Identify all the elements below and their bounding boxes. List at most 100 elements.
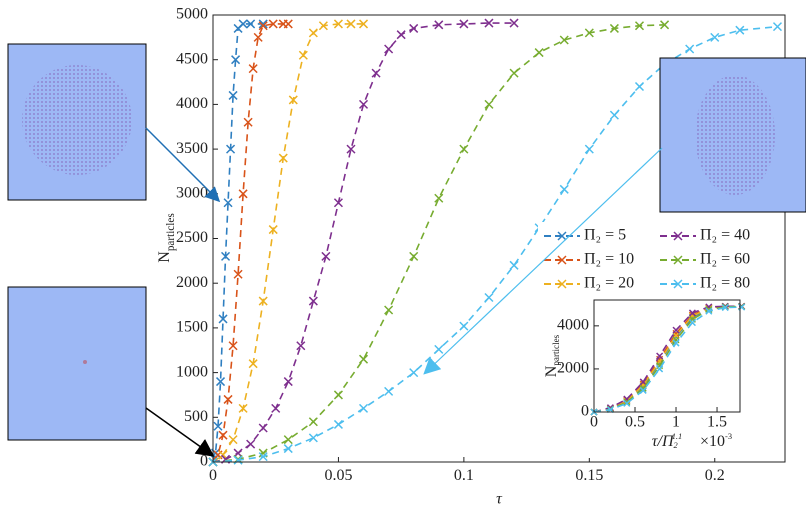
marker [268,19,278,29]
marker [253,32,263,42]
marker [283,435,293,445]
legend-box [538,222,768,298]
marker [459,321,469,331]
marker [634,21,645,31]
marker [308,28,318,38]
marker [248,359,258,369]
marker [258,423,268,433]
marker [296,341,306,351]
legend-entry: Π₂ = 40 [660,227,750,244]
marker [233,455,243,465]
marker [228,341,238,351]
marker [656,352,664,360]
marker [238,189,248,199]
x-tick-label: 0.1 [454,467,474,484]
legend-marker [673,231,683,241]
y-tick-label: 0 [581,403,589,420]
marker [434,193,444,203]
marker [672,339,680,347]
marker [371,68,381,78]
legend: Π₂ = 5 Π₂ = 10 Π₂ = 20 Π₂ = 40 Π₂ = 60 Π₂ = 8… [538,222,768,298]
marker [271,403,281,413]
inset-y-axis-label-sub: particles [551,334,561,365]
marker [584,28,594,38]
marker [672,326,680,334]
marker [710,32,720,42]
marker [213,421,223,431]
marker [609,23,619,33]
marker [688,319,696,327]
marker [459,19,469,29]
marker [283,377,293,387]
inset-x-axis-label-sub: 2 [674,441,678,450]
marker [358,19,369,29]
marker [639,386,647,394]
marker [688,309,696,317]
marker [584,144,594,154]
y-tick-label: 1500 [176,319,208,336]
marker [434,20,444,30]
x-tick-label: 1.5 [707,413,727,430]
marker [226,144,236,154]
inset-x-multiplier: ×10-3 [700,432,732,449]
marker [246,19,256,29]
marker [358,99,369,109]
marker [639,384,647,392]
marker [221,251,231,261]
marker [721,304,729,312]
legend-marker [673,255,683,265]
series-line [212,23,289,463]
marker [333,19,343,29]
marker [735,25,745,35]
inset-plot: 0 2000 4000 0 0.5 1 1.5 Nparticles τ/Π21.1 ×10-3 [540,292,762,458]
marker [346,19,356,29]
inset-y-axis-label-main: N [543,365,560,377]
marker [308,433,318,443]
y-tick-label: 500 [184,408,208,425]
y-tick-label: 5000 [176,6,208,23]
marker [238,19,248,29]
legend-label: Π₂ = 80 [700,275,750,292]
inset-x-multiplier-sup: -3 [725,432,732,441]
marker [609,110,619,120]
marker [656,365,664,373]
marker [705,307,713,315]
marker [358,403,369,413]
marker [772,22,783,32]
series-line [593,305,742,413]
marker [685,44,695,54]
x-tick-label: 0.15 [575,467,603,484]
marker [248,64,258,74]
legend-label: Π₂ = 5 [584,227,626,244]
y-axis-label-main: N [156,251,173,263]
marker [233,269,243,279]
marker [238,403,248,413]
x-tick-label: 0.2 [705,467,725,484]
marker [258,296,268,306]
x-tick-label: 0 [209,467,217,484]
marker [243,117,253,127]
marker [484,99,494,109]
marker [318,21,328,31]
marker [346,144,356,154]
x-tick-label: 0.05 [324,467,352,484]
legend-marker [557,255,567,265]
marker [623,398,631,406]
x-tick-label: 0 [590,413,598,430]
y-tick-label: 0 [200,453,208,470]
legend-label: Π₂ = 10 [584,251,634,268]
legend-label: Π₂ = 60 [700,251,750,268]
inset-x-axis-label-sup: 1.1 [672,432,682,441]
marker [308,417,318,427]
marker [333,198,343,208]
y-tick-label: 2000 [176,274,208,291]
y-tick-label: 4000 [176,95,208,112]
inset-x-multiplier-main: ×10 [700,433,725,450]
marker [509,18,519,28]
marker [484,292,494,303]
marker [246,439,256,449]
marker [283,19,293,29]
marker [409,368,419,378]
marker [258,19,268,29]
